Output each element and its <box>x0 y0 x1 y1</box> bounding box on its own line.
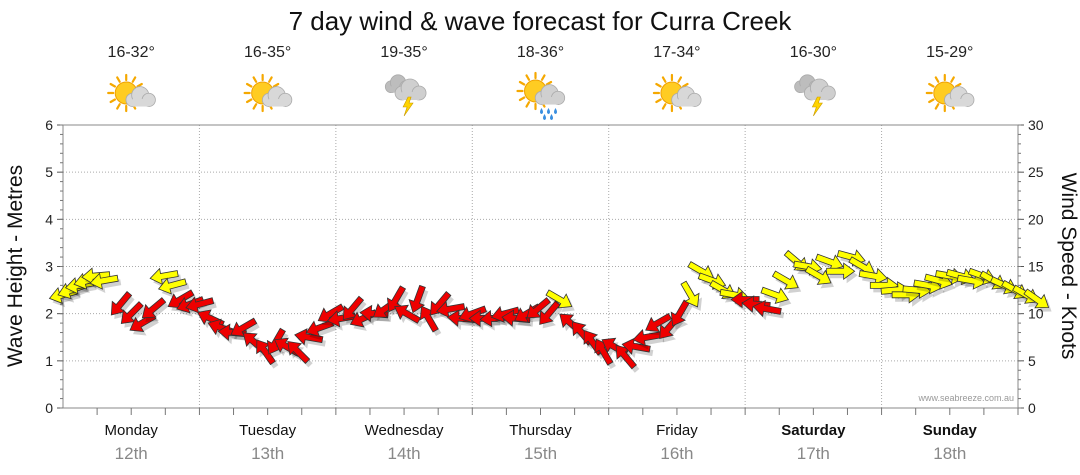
wave-axis-tick-label: 6 <box>45 117 53 133</box>
day-temperature: 16-30° <box>790 44 837 61</box>
day-name: Tuesday <box>239 422 296 439</box>
wave-axis-tick-label: 5 <box>45 164 53 180</box>
day-name: Sunday <box>923 422 978 439</box>
day-date: 13th <box>251 444 284 463</box>
day-axis: Monday 12th Tuesday 13th Wednesday 14th Thursd… <box>96 408 1019 463</box>
wind-axis-tick-label: 10 <box>1028 306 1044 322</box>
wind-arrow <box>120 301 144 325</box>
wind-arrow <box>394 304 421 324</box>
wind-axis-tick-label: 25 <box>1028 164 1044 180</box>
day-temperature: 19-35° <box>380 44 427 61</box>
wave-height-axis: 0 1 2 3 4 5 6 <box>45 117 63 416</box>
wind-arrow <box>230 317 258 337</box>
wind-axis-tick-label: 5 <box>1028 353 1036 369</box>
wind-arrow <box>826 262 856 281</box>
wind-arrow <box>141 297 167 319</box>
wind-arrow <box>256 339 276 366</box>
wind-speed-axis: 0 5 10 15 20 25 30 <box>1018 117 1044 416</box>
wave-axis-tick-label: 1 <box>45 353 53 369</box>
day-date: 15th <box>524 444 557 463</box>
wave-axis-tick-label: 0 <box>45 400 53 416</box>
day-temperature: 18-36° <box>517 44 564 61</box>
day-date: 12th <box>115 444 148 463</box>
day-date: 18th <box>933 444 966 463</box>
wind-arrow <box>526 297 551 319</box>
wave-axis-tick-label: 3 <box>45 259 53 275</box>
day-name: Thursday <box>509 422 572 439</box>
day-name: Monday <box>105 422 159 439</box>
day-temperature: 17-34° <box>653 44 700 61</box>
day-date: 17th <box>797 444 830 463</box>
wind-arrow <box>804 265 832 285</box>
wind-axis-tick-label: 15 <box>1028 259 1044 275</box>
wind-axis-tick-label: 30 <box>1028 117 1044 133</box>
credit-text: www.seabreeze.com.au <box>917 393 1014 403</box>
wave-axis-tick-label: 4 <box>45 211 53 227</box>
wind-arrow <box>89 272 119 290</box>
day-temperature: 15-29° <box>926 44 973 61</box>
wind-arrow <box>615 344 637 370</box>
partly-cloudy-icon <box>652 73 702 113</box>
wind-arrow <box>539 300 561 325</box>
day-name: Friday <box>656 422 698 439</box>
wave-height-axis-title: Wave Height - Metres <box>4 165 27 367</box>
wind-arrow <box>386 285 407 313</box>
wind-arrow <box>760 286 789 304</box>
wave-axis-tick-label: 2 <box>45 306 53 322</box>
wind-arrows <box>48 249 1052 373</box>
wind-speed-axis-title: Wind Speed - Knots <box>1057 173 1080 360</box>
wind-arrow <box>436 300 466 319</box>
wind-arrow <box>771 270 799 290</box>
wind-arrow <box>594 338 614 366</box>
sun-shower-icon <box>516 71 566 120</box>
grid-lines <box>63 125 1018 408</box>
wind-arrow <box>545 289 573 309</box>
wind-arrow <box>157 277 187 295</box>
wind-axis-tick-label: 0 <box>1028 400 1036 416</box>
wind-arrow <box>632 329 662 347</box>
wind-arrow <box>294 328 324 346</box>
day-date: 14th <box>388 444 421 463</box>
wind-axis-tick-label: 20 <box>1028 211 1044 227</box>
wind-arrow <box>670 299 690 327</box>
day-name: Saturday <box>781 422 846 439</box>
daily-forecast-row: 16-32° 16-35° 19-35° 18-36° 17-34° 16-30° 15-2… <box>107 44 975 120</box>
partly-cloudy-icon <box>243 73 293 113</box>
wind-arrow <box>645 312 672 333</box>
day-temperature: 16-35° <box>244 44 291 61</box>
wind-arrow <box>287 341 311 364</box>
wind-arrow <box>419 305 439 333</box>
wind-arrow <box>1023 288 1050 309</box>
wind-arrow <box>110 291 133 316</box>
wind-arrow <box>858 267 888 286</box>
wind-arrow <box>741 295 771 313</box>
day-temperature: 16-32° <box>108 44 155 61</box>
thunderstorm-icon <box>794 74 836 117</box>
wind-arrow <box>149 267 179 286</box>
day-name: Wednesday <box>365 422 444 439</box>
thunderstorm-icon <box>384 74 427 117</box>
day-date: 16th <box>660 444 693 463</box>
partly-cloudy-icon <box>925 73 975 113</box>
wind-arrow <box>342 295 365 321</box>
wind-arrow <box>621 337 651 355</box>
wind-arrow <box>680 280 700 308</box>
wind-arrow <box>185 296 215 314</box>
partly-cloudy-icon <box>107 73 156 113</box>
chart-title: 7 day wind & wave forecast for Curra Cre… <box>289 6 793 36</box>
wind-arrow <box>752 299 782 318</box>
